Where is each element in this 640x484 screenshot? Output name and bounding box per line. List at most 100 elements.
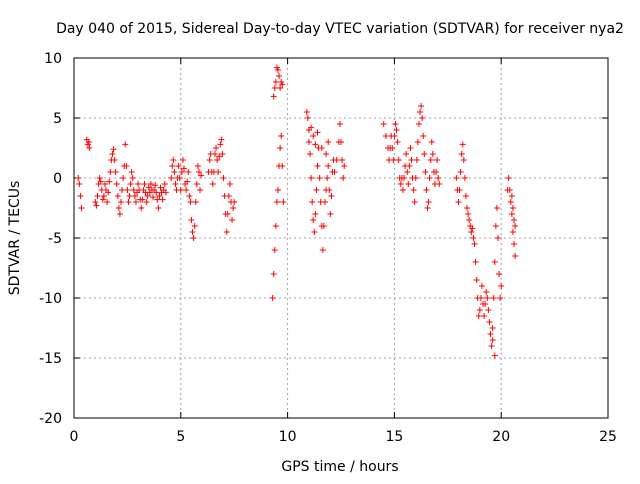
data-point [161, 181, 168, 187]
data-point [183, 187, 190, 193]
data-point [172, 181, 179, 187]
data-point [325, 163, 332, 169]
data-point [325, 139, 332, 145]
x-tick-label: 5 [176, 429, 185, 445]
data-point [457, 169, 464, 175]
data-point [159, 196, 166, 203]
data-point [128, 169, 135, 175]
data-point [190, 235, 197, 241]
data-point [464, 205, 471, 211]
x-axis-label: GPS time / hours [281, 459, 398, 475]
data-point [313, 187, 320, 193]
data-point [321, 199, 328, 205]
data-point [156, 193, 163, 199]
data-point [230, 205, 237, 211]
data-point [326, 187, 333, 193]
data-point [226, 181, 233, 187]
y-tick-label: 10 [44, 51, 62, 67]
data-point [406, 163, 413, 169]
data-point [144, 193, 151, 199]
data-point [107, 169, 114, 175]
data-point [477, 295, 484, 301]
data-point [147, 181, 154, 187]
data-point [419, 115, 426, 121]
data-point [453, 175, 460, 181]
data-point [382, 133, 389, 139]
data-point [512, 253, 519, 259]
data-point [231, 199, 238, 205]
data-point [339, 157, 346, 163]
data-point [413, 157, 420, 163]
data-point [272, 79, 279, 85]
data-point [468, 229, 475, 235]
data-point [168, 175, 175, 181]
data-point [407, 145, 414, 151]
data-point [219, 151, 226, 157]
data-point [215, 169, 222, 175]
data-point [135, 181, 142, 187]
data-point [217, 141, 224, 148]
data-point [420, 133, 427, 139]
data-point [462, 193, 469, 199]
data-point [496, 271, 503, 277]
data-point [273, 199, 280, 205]
data-point [460, 157, 467, 163]
data-point [429, 151, 436, 157]
data-point [274, 67, 281, 73]
data-point [397, 181, 404, 187]
y-tick-label: -5 [48, 231, 62, 247]
data-point [424, 205, 431, 211]
data-point [491, 352, 498, 359]
data-point [94, 193, 101, 199]
data-point [197, 187, 204, 193]
data-point [279, 81, 286, 88]
data-point [455, 199, 462, 205]
data-point [427, 157, 434, 163]
data-point [498, 283, 505, 289]
y-tick-label: 5 [53, 111, 62, 127]
data-points [75, 64, 519, 359]
y-tick-label: -20 [39, 411, 62, 427]
data-point [150, 194, 157, 201]
y-tick-label: 0 [53, 171, 62, 187]
data-point [96, 175, 103, 181]
data-point [191, 223, 198, 229]
data-point [415, 121, 422, 127]
data-point [206, 157, 213, 163]
data-point [225, 193, 232, 199]
data-point [99, 196, 106, 203]
data-point [435, 175, 442, 181]
data-point [311, 229, 318, 235]
data-point [433, 169, 440, 175]
data-point [270, 93, 277, 100]
data-point [120, 175, 127, 181]
data-point [314, 129, 321, 136]
data-point [76, 181, 83, 187]
data-point [403, 151, 410, 157]
data-point [104, 199, 111, 205]
data-point [277, 145, 284, 151]
data-point [308, 124, 315, 131]
data-point [461, 175, 468, 181]
data-point [303, 109, 310, 115]
data-point [93, 202, 100, 209]
data-point [401, 175, 408, 181]
data-point [109, 151, 116, 157]
x-tick-label: 10 [279, 429, 297, 445]
data-point [472, 259, 479, 265]
data-point [209, 181, 216, 187]
data-point [223, 229, 230, 235]
data-point [417, 109, 424, 115]
data-point [405, 181, 412, 187]
data-point [494, 235, 501, 241]
data-point [340, 175, 347, 181]
tick-labels: 0 5 10 15 20 25 -20 -15 -10 -5 0 5 10 [39, 51, 617, 445]
data-point [116, 211, 123, 217]
data-point [319, 247, 326, 253]
data-point [470, 235, 477, 241]
y-tick-label: -10 [39, 291, 62, 307]
data-point [276, 73, 283, 79]
data-point [312, 141, 319, 148]
